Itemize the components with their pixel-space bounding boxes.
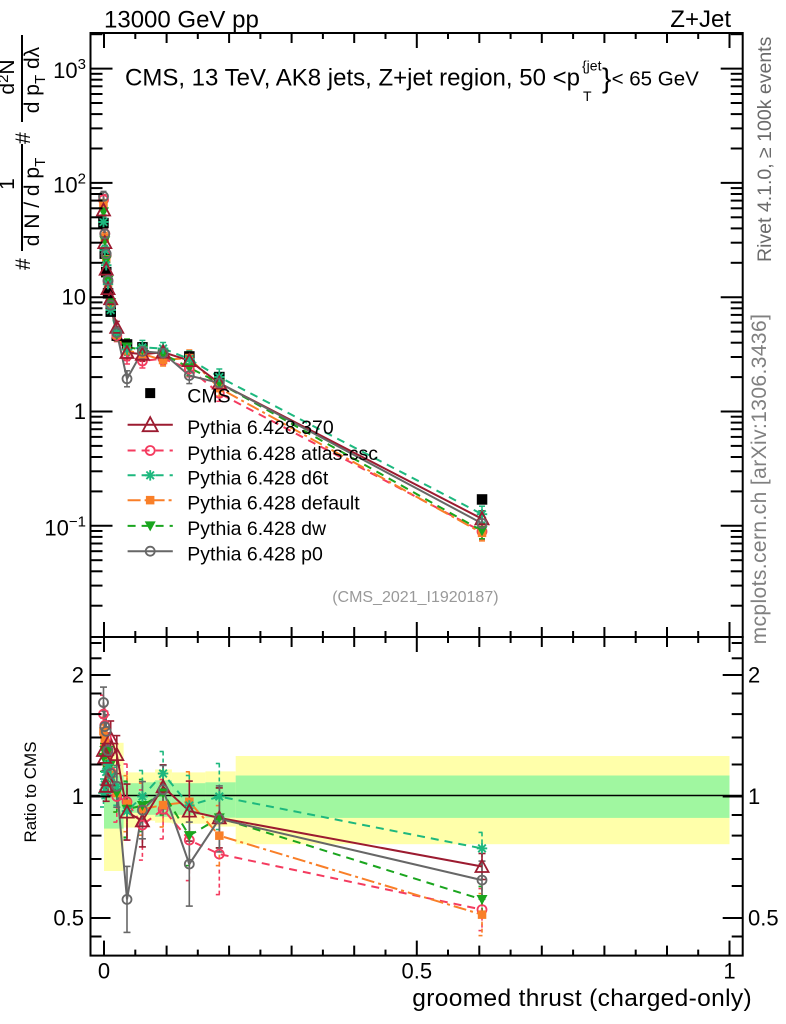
svg-text:T: T — [583, 88, 592, 104]
svg-text:groomed thrust (charged-only): groomed thrust (charged-only) — [412, 985, 752, 1012]
svg-text:{jet: {jet — [582, 58, 602, 74]
svg-text:2: 2 — [748, 663, 760, 688]
svg-text:Pythia 6.428 atlas-csc: Pythia 6.428 atlas-csc — [187, 443, 378, 465]
svg-text:Pythia 6.428 d6t: Pythia 6.428 d6t — [187, 468, 329, 490]
svg-text:Pythia 6.428 dw: Pythia 6.428 dw — [187, 518, 327, 540]
svg-text:10: 10 — [62, 285, 86, 310]
svg-text:103: 103 — [53, 56, 86, 83]
svg-text:0: 0 — [98, 959, 110, 984]
svg-text:Pythia 6.428 default: Pythia 6.428 default — [187, 493, 360, 515]
svg-text:#: # — [12, 132, 35, 144]
svg-text:1: 1 — [0, 178, 19, 190]
svg-text:0.5: 0.5 — [402, 959, 433, 984]
svg-text:mcplots.cern.ch [arXiv:1306.34: mcplots.cern.ch [arXiv:1306.3436] — [748, 314, 771, 645]
svg-text:< 65 GeV: < 65 GeV — [612, 67, 700, 90]
svg-text:Rivet 4.1.0, ≥ 100k events: Rivet 4.1.0, ≥ 100k events — [754, 36, 776, 262]
svg-text:1: 1 — [72, 784, 84, 809]
svg-text:Pythia 6.428 370: Pythia 6.428 370 — [187, 417, 334, 439]
svg-text:CMS: CMS — [187, 385, 230, 407]
svg-text:d2N: d2N — [0, 59, 19, 94]
svg-text:1: 1 — [74, 399, 86, 424]
svg-text:Z+Jet: Z+Jet — [670, 6, 731, 33]
svg-text:#: # — [12, 258, 35, 270]
svg-text:}: } — [602, 63, 611, 94]
svg-text:1: 1 — [723, 959, 735, 984]
svg-text:Pythia 6.428 p0: Pythia 6.428 p0 — [187, 544, 323, 566]
svg-text:CMS, 13 TeV, AK8 jets, Z+jet r: CMS, 13 TeV, AK8 jets, Z+jet region, 50 … — [125, 64, 580, 91]
svg-text:13000 GeV pp: 13000 GeV pp — [104, 7, 259, 34]
svg-text:(CMS_2021_I1920187): (CMS_2021_I1920187) — [332, 589, 498, 606]
svg-text:Ratio to CMS: Ratio to CMS — [21, 741, 40, 842]
svg-text:0.5: 0.5 — [53, 906, 84, 931]
svg-text:1: 1 — [748, 784, 760, 809]
svg-text:2: 2 — [72, 663, 84, 688]
svg-text:0.5: 0.5 — [748, 906, 779, 931]
